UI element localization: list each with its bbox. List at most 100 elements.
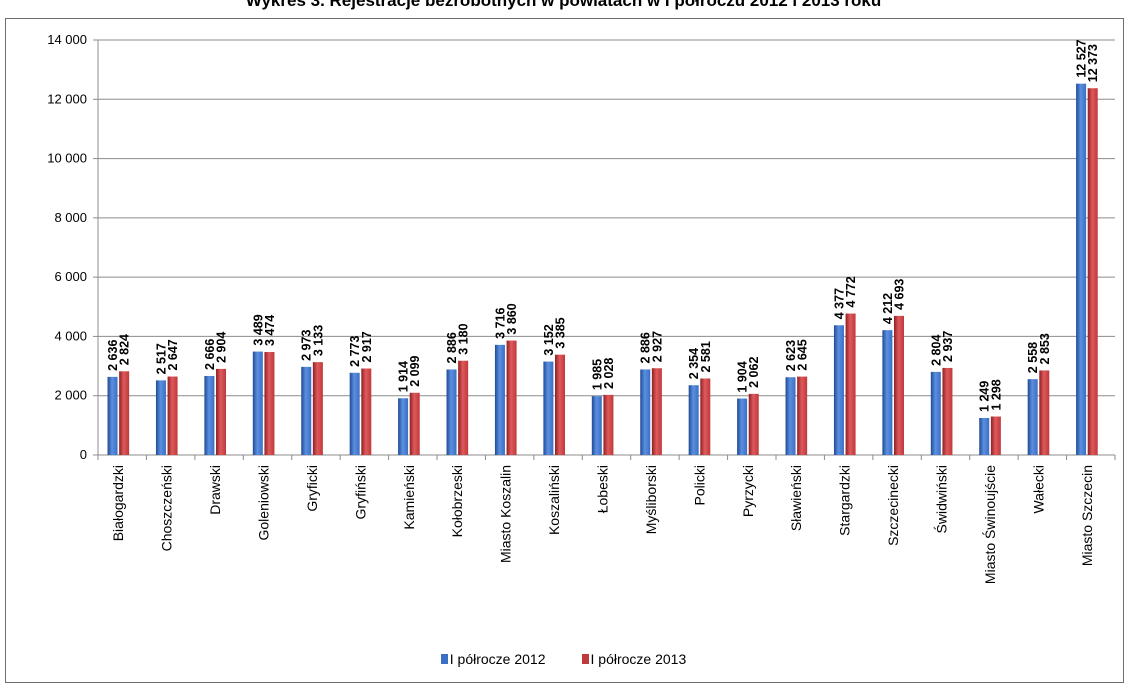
bar-2013 (748, 393, 759, 455)
bar-2012 (930, 371, 941, 455)
bar-2013 (990, 416, 1001, 455)
data-label: 12 527 (1075, 39, 1089, 77)
bar-2012 (1027, 379, 1038, 455)
legend-label-series-1: I półrocze 2012 (449, 651, 546, 667)
x-tick-label: Policki (691, 465, 707, 505)
legend-item-series-1: I półrocze 2012 (440, 651, 546, 667)
data-label: 2 645 (796, 339, 810, 370)
data-label: 2 804 (929, 335, 943, 366)
bar-2012 (737, 398, 748, 455)
data-label: 2 558 (1026, 342, 1040, 373)
bar-2013 (555, 354, 566, 455)
data-label: 3 860 (505, 303, 519, 334)
data-label: 3 180 (457, 323, 471, 354)
bar-2013 (942, 367, 953, 455)
legend: I półrocze 2012 I półrocze 2013 (0, 651, 1127, 667)
gridlines (98, 39, 1115, 456)
legend-label-series-2: I półrocze 2013 (590, 651, 687, 667)
data-label: 1 298 (989, 379, 1003, 410)
x-tick-label: Miasto Szczecin (1079, 465, 1095, 566)
bar-2012 (882, 330, 893, 455)
data-label: 2 973 (300, 330, 314, 361)
x-tick-label: Wałecki (1030, 465, 1046, 514)
data-label: 2 937 (941, 331, 955, 362)
data-label: 2 517 (154, 343, 168, 374)
bar-2013 (458, 360, 469, 455)
x-tick-label: Stargardzki (837, 465, 853, 536)
x-tick-label: Pyrzycki (740, 465, 756, 517)
data-label: 2 354 (687, 348, 701, 379)
bar-2012 (543, 361, 554, 455)
bar-2012 (349, 372, 360, 455)
bar-2013 (264, 352, 275, 455)
bar-2013 (506, 340, 517, 455)
x-tick-label: Choszczeński (159, 465, 175, 551)
data-label: 1 249 (978, 381, 992, 412)
bar-2013 (312, 362, 323, 455)
data-label: 4 693 (893, 279, 907, 310)
data-label: 2 099 (408, 355, 422, 386)
data-label: 2 062 (747, 357, 761, 388)
bar-2012 (591, 396, 602, 455)
y-tick-label: 8 000 (54, 210, 87, 225)
bar-2013 (1039, 370, 1050, 455)
bar-2012 (494, 344, 505, 455)
bar-2012 (688, 385, 699, 455)
legend-swatch-series-2 (581, 654, 589, 664)
x-tick-label: Miasto Świnoujście (981, 465, 998, 584)
x-tick-label: Gryfiński (352, 465, 368, 519)
y-tick-label: 0 (80, 447, 87, 462)
y-tick-label: 12 000 (47, 91, 87, 106)
x-tick-label: Szczecinecki (885, 465, 901, 546)
data-label: 1 985 (590, 359, 604, 390)
bar-2013 (361, 368, 372, 455)
bar-2013 (1087, 88, 1098, 455)
bar-2013 (167, 376, 178, 455)
bar-2013 (700, 378, 711, 455)
bars (107, 83, 1098, 455)
data-label: 4 377 (832, 288, 846, 319)
bar-2012 (1076, 83, 1087, 455)
data-label: 2 824 (118, 334, 132, 365)
data-label: 2 773 (348, 335, 362, 366)
data-label: 3 716 (493, 308, 507, 339)
x-tick-label: Goleniowski (255, 465, 271, 540)
data-label: 3 385 (554, 317, 568, 348)
data-label: 2 581 (699, 341, 713, 372)
bar-2013 (603, 394, 614, 455)
data-label: 2 886 (445, 332, 459, 363)
legend-item-series-2: I półrocze 2013 (581, 651, 687, 667)
bar-2013 (409, 392, 420, 455)
bar-2012 (785, 377, 796, 455)
bar-2012 (107, 376, 118, 455)
bar-2013 (797, 376, 808, 455)
bar-2012 (979, 417, 990, 455)
x-tick-label: Drawski (207, 465, 223, 515)
bar-2012 (204, 375, 215, 455)
data-label: 2 623 (784, 340, 798, 371)
data-label: 3 133 (311, 325, 325, 356)
data-label: 1 914 (397, 361, 411, 392)
x-tick-label: Miasto Koszalin (498, 465, 514, 563)
x-tick-label: Kołobrzeski (449, 465, 465, 537)
y-tick-label: 10 000 (47, 151, 87, 166)
bar-2013 (119, 371, 130, 455)
y-tick-label: 14 000 (47, 32, 87, 47)
bar-2013 (894, 315, 905, 455)
data-label: 2 666 (203, 339, 217, 370)
x-tick-label: Myśliborski (643, 465, 659, 534)
bar-2012 (155, 380, 166, 455)
bar-2012 (640, 369, 651, 455)
data-label: 2 927 (650, 331, 664, 362)
data-label: 3 474 (263, 315, 277, 346)
x-tick-label: Sławieński (788, 465, 804, 531)
data-label: 2 636 (106, 340, 120, 371)
data-label: 2 886 (639, 332, 653, 363)
bar-2013 (845, 313, 856, 455)
bar-2012 (301, 366, 312, 455)
bar-2012 (833, 325, 844, 455)
category-labels: Białogardzki Choszczeński Drawski Goleniows… (110, 465, 1095, 584)
data-label: 2 028 (602, 358, 616, 389)
